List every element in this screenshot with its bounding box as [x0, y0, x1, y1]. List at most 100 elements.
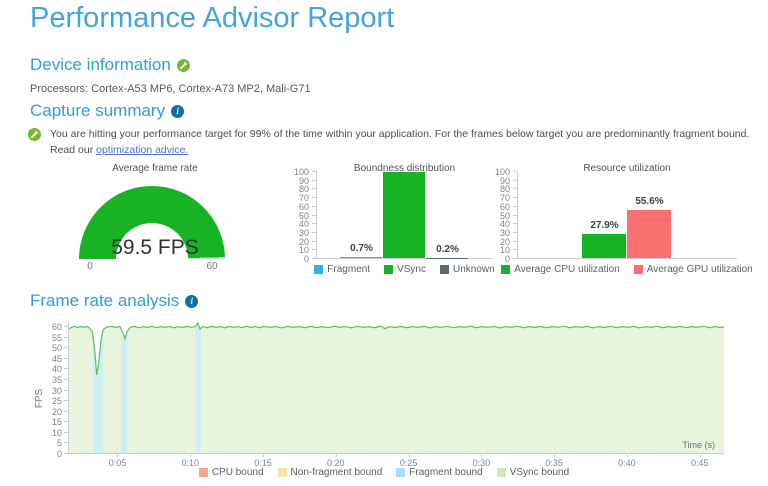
y-tick-label: 0	[56, 449, 62, 459]
info-icon[interactable]: i	[185, 294, 199, 308]
y-tick-label: 30	[298, 227, 309, 238]
advice-icon	[176, 58, 190, 72]
x-tick-label: 0:25	[399, 458, 418, 468]
y-tick-dash	[64, 336, 68, 338]
fragment-bound-band	[121, 322, 128, 453]
bar	[627, 209, 671, 258]
y-tick-dash	[64, 347, 68, 349]
y-tick-dash	[513, 223, 517, 225]
capture-advice-text: You are hitting your performance target …	[50, 126, 766, 159]
x-tick-label: 0:30	[472, 458, 491, 468]
y-tick-dash	[513, 171, 517, 172]
y-tick-label: 30	[51, 385, 62, 396]
y-tick-dash	[513, 231, 517, 233]
x-tick-dash	[699, 453, 701, 457]
y-tick-label: 10	[499, 245, 510, 256]
legend-swatch	[314, 265, 324, 274]
y-tick-dash	[64, 326, 68, 328]
y-tick-label: 70	[499, 193, 510, 204]
y-tick-label: 55	[51, 332, 62, 343]
y-axis-line	[517, 171, 518, 258]
y-tick-dash	[64, 357, 68, 359]
vsync-bound-area	[69, 322, 724, 453]
y-tick-dash	[312, 249, 316, 251]
y-tick-label: 15	[51, 417, 62, 428]
y-tick-label: 5	[56, 438, 62, 449]
y-tick-label: 25	[51, 396, 62, 407]
optimization-advice-link[interactable]: optimization advice.	[96, 144, 189, 157]
processors-text: Processors: Cortex-A53 MP6, Cortex-A73 M…	[30, 83, 311, 95]
bar-value-label: 0.7%	[350, 243, 373, 255]
resource-utilization-chart: Resource utilization 100 90 80 70 60 50 40 30 20…	[488, 160, 754, 288]
y-tick-label: 40	[51, 364, 62, 375]
y-tick-label: 60	[51, 322, 62, 333]
frame-rate-analysis-heading: Frame rate analysis	[30, 291, 180, 310]
y-tick-dash	[312, 179, 316, 181]
legend-label: Average GPU utilization	[646, 264, 753, 275]
legend-item: Unknown	[440, 264, 495, 275]
y-tick-dash	[312, 197, 316, 199]
x-tick-label: 0:05	[108, 458, 127, 468]
device-information-heading-row: Device information	[30, 55, 190, 75]
x-tick-dash	[263, 453, 265, 457]
x-axis-line	[517, 258, 737, 259]
y-tick-dash	[513, 197, 517, 199]
y-tick-dash	[312, 188, 316, 190]
legend: CPU bound Non-fragment bound Fragment boun…	[134, 467, 634, 478]
y-tick-dash	[513, 258, 517, 259]
y-tick-label: 100	[293, 167, 309, 177]
frame-rate-line	[69, 322, 724, 375]
x-tick-dash	[190, 453, 192, 457]
y-tick-label: 100	[494, 167, 510, 177]
legend-label: Fragment bound	[409, 467, 483, 478]
legend-item: CPU bound	[198, 467, 264, 478]
advice-text: You are hitting your performance target …	[50, 128, 750, 157]
y-tick-label: 40	[499, 219, 510, 230]
legend-swatch	[501, 265, 511, 274]
y-tick-label: 50	[499, 210, 510, 221]
legend-label: Non-fragment bound	[290, 467, 383, 478]
y-tick-dash	[513, 188, 517, 190]
y-tick-dash	[312, 223, 316, 225]
y-tick-dash	[513, 205, 517, 207]
legend-swatch	[277, 468, 287, 477]
y-tick-dash	[64, 442, 68, 444]
x-tick-label: 0:40	[618, 458, 636, 468]
y-tick-dash	[513, 179, 517, 181]
gauge-min-label: 0	[87, 261, 93, 272]
y-tick-label: 80	[499, 184, 510, 195]
info-icon[interactable]: i	[171, 104, 185, 118]
legend-item: Average GPU utilization	[633, 264, 753, 275]
frame-rate-analysis-heading-row: Frame rate analysis i	[30, 291, 199, 311]
y-tick-label: 30	[499, 227, 510, 238]
x-tick-dash	[335, 453, 337, 457]
x-axis-line	[316, 258, 493, 259]
y-tick-label: 70	[298, 193, 309, 204]
x-tick-label: 0:35	[545, 458, 563, 468]
fragment-bound-band	[93, 322, 104, 453]
x-tick-label: 0:15	[254, 458, 272, 468]
y-tick-dash	[64, 410, 68, 412]
bar-value-label: 0.2%	[436, 243, 459, 255]
y-tick-label: 20	[51, 406, 62, 417]
legend-label: Fragment	[327, 264, 371, 275]
y-axis-line	[316, 171, 317, 258]
y-tick-label: 90	[298, 175, 309, 186]
advice-icon	[28, 128, 41, 141]
capture-summary-heading: Capture summary	[30, 101, 166, 120]
y-tick-label: 50	[298, 210, 309, 221]
chart-title: Average frame rate	[112, 163, 198, 174]
capture-summary-heading-row: Capture summary i	[30, 101, 185, 121]
y-tick-label: 10	[298, 245, 309, 256]
legend-item: Non-fragment bound	[277, 467, 383, 478]
legend-label: CPU bound	[211, 467, 264, 478]
legend: Fragment VSync Unknown	[155, 264, 655, 275]
legend-item: Average CPU utilization	[501, 264, 620, 275]
gauge-max-label: 60	[206, 261, 218, 272]
y-tick-dash	[312, 231, 316, 233]
legend-swatch	[198, 468, 208, 477]
y-tick-label: 10	[51, 427, 62, 438]
y-tick-label: 40	[298, 219, 309, 230]
x-tick-dash	[481, 453, 483, 457]
